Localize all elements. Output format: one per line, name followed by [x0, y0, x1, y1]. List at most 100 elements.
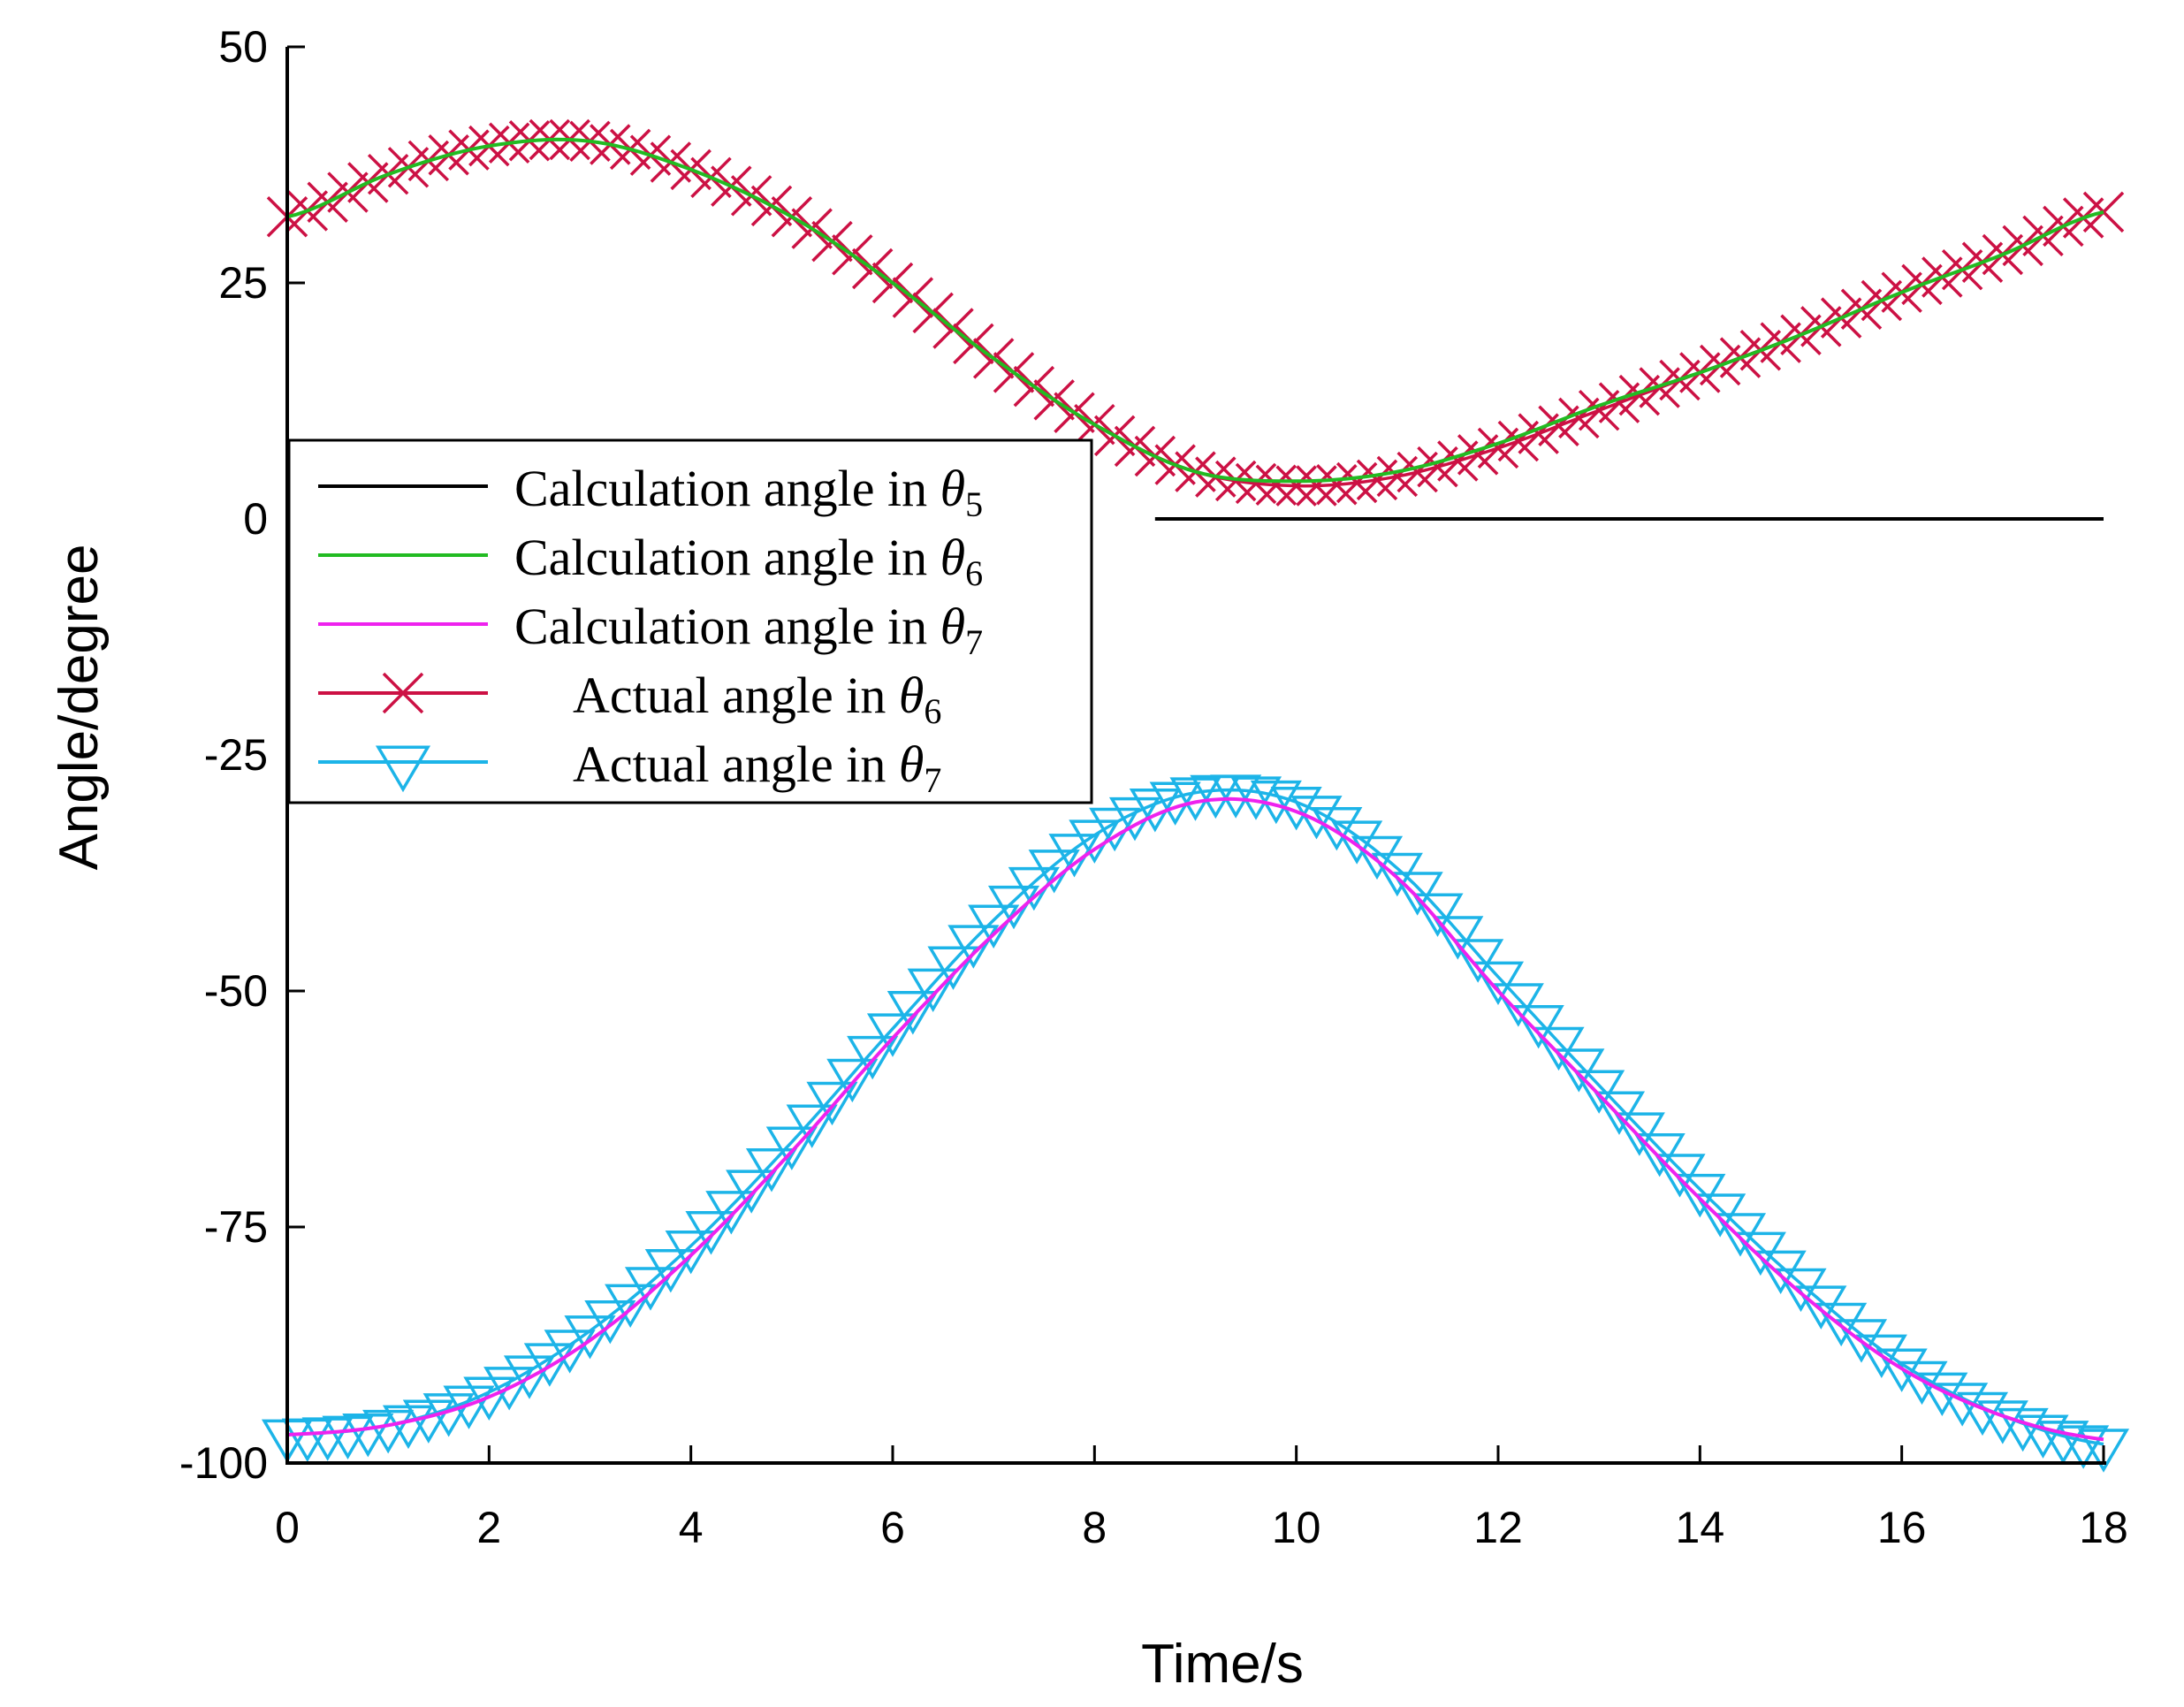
- data-point: [1412, 893, 1464, 937]
- y-tick-label: -50: [204, 966, 268, 1016]
- y-tick-label: 50: [218, 22, 268, 72]
- x-tick-label: 8: [1082, 1503, 1107, 1552]
- legend-entry: Calculation angle in θ5: [318, 460, 983, 524]
- data-point: [866, 1013, 919, 1057]
- series-line: [286, 138, 2104, 488]
- x-tick-label: 2: [476, 1503, 501, 1552]
- data-point: [1336, 461, 1378, 504]
- data-point: [947, 925, 1000, 969]
- series-2: [286, 796, 2104, 1442]
- data-point: [1795, 1285, 1847, 1330]
- series-4: [261, 774, 2130, 1473]
- legend-entry: Actual angle in θ7: [318, 735, 941, 800]
- y-tick-label: -25: [204, 730, 268, 780]
- legend-entry: Calculation angle in θ7: [318, 598, 983, 662]
- data-point: [847, 1035, 899, 1080]
- legend-label: Calculation angle in θ5: [514, 460, 983, 524]
- data-point: [1896, 1360, 1948, 1406]
- data-point: [2017, 1414, 2069, 1459]
- data-point: [1876, 1348, 1928, 1392]
- data-point: [1573, 1070, 1625, 1114]
- x-tick-label: 18: [2079, 1503, 2128, 1552]
- data-point: [1452, 939, 1504, 983]
- data-point: [301, 1417, 354, 1461]
- data-point: [1835, 1319, 1888, 1363]
- x-tick-label: 4: [679, 1503, 704, 1552]
- data-point: [806, 1081, 858, 1126]
- series-1: [286, 137, 2104, 484]
- legend-marker: [375, 745, 431, 793]
- data-point: [705, 1191, 757, 1235]
- legend-marker: [382, 672, 424, 714]
- x-tick-label: 0: [275, 1503, 300, 1552]
- data-point: [1916, 1372, 1968, 1416]
- series-layer: [261, 118, 2130, 1473]
- x-tick-label: 16: [1877, 1503, 1927, 1552]
- legend-box: [287, 438, 1093, 804]
- data-point: [624, 1267, 677, 1311]
- data-point: [1472, 961, 1525, 1006]
- data-point: [1775, 1268, 1827, 1313]
- x-tick-label: 14: [1676, 1503, 1725, 1552]
- data-point: [765, 1126, 818, 1170]
- data-point: [1391, 872, 1443, 916]
- data-point: [1235, 462, 1277, 505]
- data-point: [1351, 835, 1404, 880]
- data-point: [1553, 1048, 1605, 1093]
- data-point: [1432, 916, 1484, 960]
- legend-label: Calculation angle in θ7: [514, 598, 983, 662]
- y-axis-title: Angle/degree: [49, 545, 110, 871]
- data-point: [1754, 1250, 1807, 1294]
- data-point: [1533, 1026, 1585, 1071]
- data-point: [826, 1058, 879, 1103]
- data-point: [564, 1315, 616, 1360]
- data-point: [1311, 807, 1363, 851]
- data-point: [1356, 459, 1398, 501]
- data-point: [665, 1231, 717, 1275]
- data-point: [1296, 465, 1337, 507]
- data-point: [927, 946, 979, 990]
- data-point: [1815, 1302, 1868, 1347]
- data-point: [483, 1367, 536, 1411]
- data-point: [1229, 776, 1282, 820]
- data-point: [887, 991, 939, 1035]
- data-point: [726, 1170, 778, 1214]
- data-point: [786, 1104, 838, 1148]
- x-tick-label: 10: [1272, 1503, 1321, 1552]
- series-line: [286, 137, 2104, 484]
- data-point: [2037, 1421, 2089, 1465]
- data-point: [463, 1376, 515, 1421]
- data-point: [745, 1148, 798, 1193]
- legend-label: Actual angle in θ6: [573, 667, 941, 731]
- data-point: [523, 1343, 575, 1387]
- data-point: [1316, 464, 1358, 506]
- legend-label: Calculation angle in θ6: [514, 529, 983, 593]
- data-point: [584, 1299, 636, 1345]
- x-tick-label: 6: [880, 1503, 905, 1552]
- data-point: [1512, 1005, 1564, 1049]
- data-point: [907, 968, 959, 1012]
- data-point: [1593, 1091, 1646, 1135]
- data-point: [1976, 1400, 2028, 1444]
- legend-label: Actual angle in θ7: [573, 735, 941, 800]
- data-point: [605, 1284, 657, 1329]
- data-point: [1376, 455, 1419, 498]
- x-axis-title: Time/s: [1141, 1634, 1304, 1695]
- data-point: [1492, 983, 1544, 1027]
- data-point: [544, 1330, 596, 1374]
- data-point: [685, 1211, 737, 1255]
- data-point: [1331, 820, 1383, 865]
- y-tick-label: 25: [218, 258, 268, 308]
- data-point: [1275, 465, 1317, 507]
- data-point: [1255, 464, 1297, 506]
- x-tick-label: 12: [1473, 1503, 1523, 1552]
- data-point: [503, 1355, 556, 1399]
- data-point: [644, 1249, 696, 1293]
- data-point: [2077, 1429, 2130, 1473]
- data-point: [1855, 1334, 1907, 1379]
- data-point: [1210, 774, 1262, 819]
